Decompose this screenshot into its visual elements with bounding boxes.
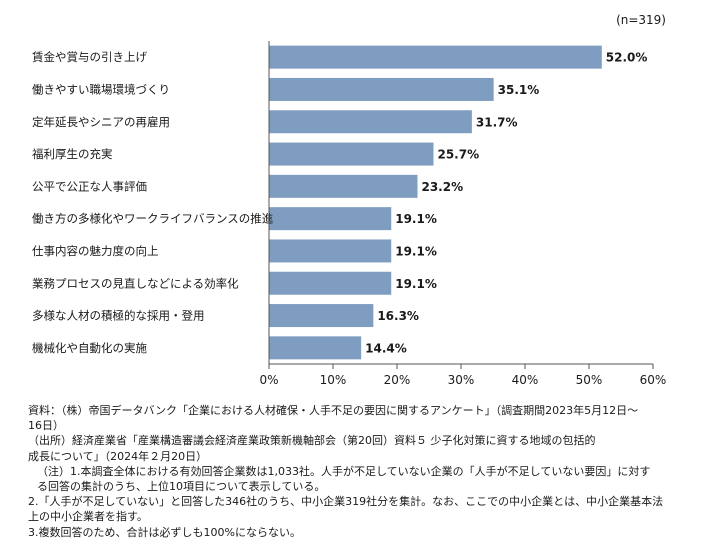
note-1-line-1: （注）1.本調査全体における有効回答企業数は1,033社。人手が不足していない企… <box>37 464 651 478</box>
value-label: 19.1% <box>395 244 437 258</box>
value-label: 23.2% <box>421 180 463 194</box>
value-label: 25.7% <box>437 148 479 162</box>
x-tick-label: 60% <box>640 373 667 387</box>
category-label: 機械化や自動化の実施 <box>32 341 147 355</box>
category-label: 賃金や賞与の引き上げ <box>32 50 147 64</box>
source-line-2: 16日） <box>28 419 64 433</box>
category-label: 多様な人材の積極的な採用・登用 <box>32 309 205 323</box>
source-line-1: 資料：（株）帝国データバンク「企業における人材確保・人手不足の要因に関するアンケ… <box>28 404 639 417</box>
category-label: 定年延長やシニアの再雇用 <box>32 115 170 129</box>
note-2-line-2: 上の中小企業者を指す。 <box>28 510 148 524</box>
notes-block: 資料：（株）帝国データバンク「企業における人材確保・人手不足の要因に関するアンケ… <box>28 403 693 540</box>
value-label: 19.1% <box>395 212 437 226</box>
origin-line-1: （出所）経済産業省「産業構造審議会経済産業政策新機軸部会（第20回）資料５ 少子… <box>28 434 596 448</box>
bar <box>269 336 362 360</box>
bar <box>269 304 374 328</box>
value-label: 35.1% <box>498 83 540 97</box>
bar <box>269 142 434 166</box>
bar <box>269 271 392 295</box>
value-label: 31.7% <box>476 115 518 129</box>
category-label: 公平で公正な人事評価 <box>32 179 147 193</box>
category-label: 働きやすい職場環境づくり <box>32 82 170 96</box>
value-label: 14.4% <box>365 341 407 355</box>
value-label: 19.1% <box>395 277 437 291</box>
bar <box>269 77 494 101</box>
x-tick-label: 10% <box>320 373 347 387</box>
x-tick-label: 40% <box>512 373 539 387</box>
bar <box>269 239 392 263</box>
category-label: 業務プロセスの見直しなどによる効率化 <box>32 276 239 290</box>
x-tick-label: 50% <box>576 373 603 387</box>
bar <box>269 207 392 231</box>
x-tick-label: 30% <box>448 373 475 387</box>
bar <box>269 174 418 198</box>
value-label: 16.3% <box>377 309 419 323</box>
category-label: 福利厚生の充実 <box>32 147 113 161</box>
sample-size-label: (n=319) <box>616 13 666 27</box>
bar-chart: (n=319) 賃金や賞与の引き上げ 52.0% 働きやすい職場環境づくり 35.1%… <box>32 13 667 387</box>
value-label: 52.0% <box>606 51 648 65</box>
x-tick-label: 20% <box>384 373 411 387</box>
bar <box>269 110 472 134</box>
note-3-line: 3.複数回答のため、合計は必ずしも100%にならない。 <box>28 525 301 539</box>
note-2-line-1: 2.「人手が不足していない」と回答した346社のうち、中小企業319社分を集計。… <box>28 495 664 509</box>
note-1-line-2: る回答の集計のうち、上位10項目について表示している。 <box>37 480 326 494</box>
origin-line-2: 成長について」（2024年２月20日） <box>28 449 208 463</box>
bar <box>269 45 602 69</box>
category-label: 仕事内容の魅力度の向上 <box>32 244 159 258</box>
x-tick-label: 0% <box>259 373 278 387</box>
category-label: 働き方の多様化やワークライフバランスの推進 <box>32 212 274 226</box>
